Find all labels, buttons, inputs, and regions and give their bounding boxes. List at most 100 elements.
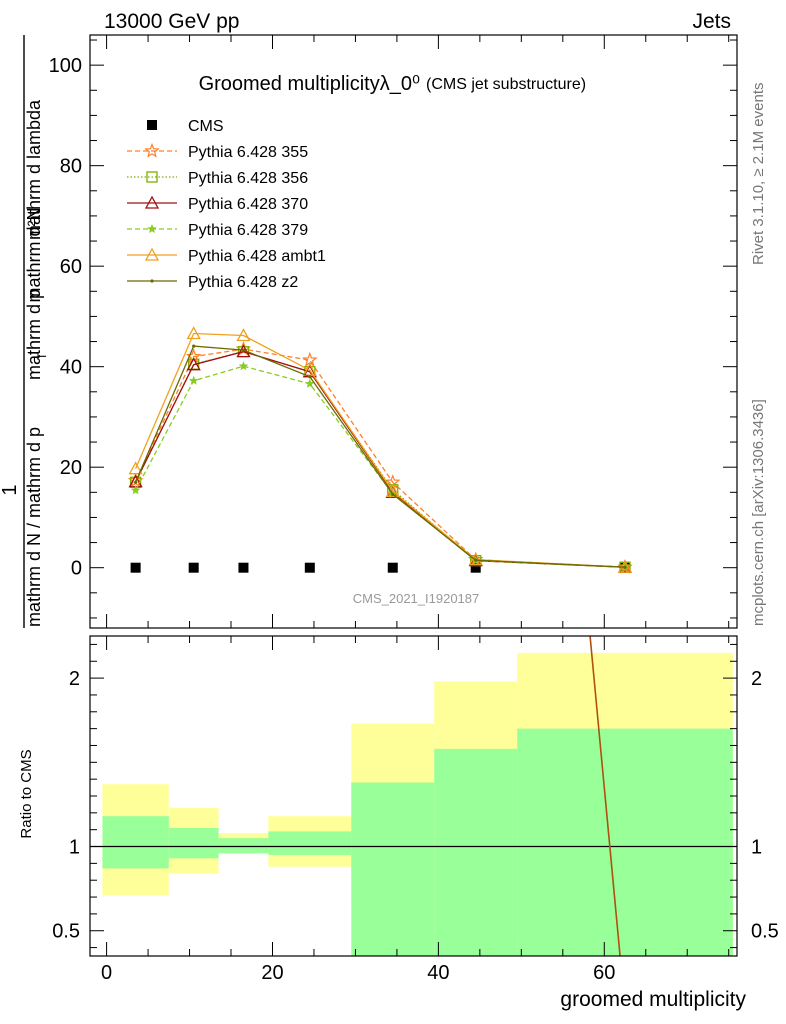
x-tick-label: 60 (593, 962, 615, 984)
legend-marker (144, 247, 160, 261)
x-tick-label: 20 (261, 962, 283, 984)
y-tick-label: 100 (49, 55, 82, 77)
stat-uncertainty-band (434, 748, 518, 956)
data-point (188, 562, 199, 573)
rivet-version-label: Rivet 3.1.10, ≥ 2.1M events (750, 83, 767, 266)
series-line (135, 345, 626, 568)
x-tick-label: 0 (101, 962, 112, 984)
data-point (238, 361, 249, 371)
series-line (135, 365, 626, 568)
data-point (468, 552, 483, 566)
legend-entry: Pythia 6.428 356 (127, 170, 308, 187)
legend-marker (147, 224, 157, 233)
stat-uncertainty-band (517, 728, 733, 956)
series-1 (127, 340, 633, 574)
y-tick-label: 80 (60, 156, 82, 178)
data-point (304, 562, 315, 573)
ratio-curve (589, 636, 621, 956)
data-point (308, 375, 312, 379)
y-axis-label-right-denominator: mathrm d p (24, 289, 44, 380)
ratio-y-tick-label: 2 (69, 668, 80, 690)
y-tick-label: 20 (60, 457, 82, 479)
analysis-watermark: CMS_2021_I1920187 (353, 591, 480, 606)
data-point (387, 562, 398, 573)
legend-entry: CMS (147, 118, 224, 135)
data-point (186, 326, 201, 340)
legend-marker (144, 195, 160, 209)
process-label: Jets (692, 10, 731, 33)
stat-uncertainty-band (218, 838, 269, 854)
legend-entry: Pythia 6.428 379 (127, 222, 308, 239)
y-axis-label-right-denominator-tail: mathrm d lambda (24, 99, 44, 240)
x-tick-label: 40 (427, 962, 449, 984)
series-3 (128, 344, 633, 573)
plot-subtitle: (CMS jet substructure) (426, 76, 586, 93)
ratio-axis-label: Ratio to CMS (18, 749, 35, 838)
y-axis-label-numerator: 1 (0, 484, 21, 495)
ratio-axes: 0.5 0.51 12 20 20 40 60 (52, 636, 779, 984)
series-line (135, 350, 626, 568)
y-tick-label: 0 (71, 558, 82, 580)
data-point (128, 461, 143, 475)
data-point (241, 348, 246, 352)
data-point (474, 558, 478, 562)
legend-label: Pythia 6.428 370 (188, 196, 308, 213)
legend-entry: Pythia 6.428 355 (127, 142, 308, 161)
series-2 (129, 345, 631, 573)
y-tick-label: 60 (60, 256, 82, 278)
series-4 (130, 361, 630, 572)
data-point (186, 357, 201, 371)
data-point (305, 378, 315, 388)
data-point (188, 375, 199, 385)
series-line (135, 348, 626, 568)
legend-entry: Pythia 6.428 z2 (127, 274, 298, 291)
legend-marker (147, 120, 157, 130)
y-tick-label: 40 (60, 357, 82, 379)
plot-title: Groomed multiplicityλ_0⁰ (199, 73, 420, 95)
legend-marker (144, 142, 160, 158)
legend-label: Pythia 6.428 ambt1 (188, 248, 326, 265)
legend-entry: Pythia 6.428 370 (127, 195, 308, 213)
series-6 (134, 344, 627, 569)
legend-label: Pythia 6.428 355 (188, 144, 308, 161)
legend: CMS Pythia 6.428 355 Pythia 6.428 356 Pythi… (127, 118, 326, 291)
stat-uncertainty-band (268, 831, 352, 855)
x-axis-label: groomed multiplicity (560, 988, 746, 1011)
legend-marker (146, 171, 158, 183)
legend-label: Pythia 6.428 356 (188, 170, 308, 187)
main-plot-frame (89, 34, 738, 629)
ratio-plot-panel: 0.5 0.51 12 20 20 40 60 (52, 635, 779, 984)
y-axis: 0 20 40 60 80 100 (49, 35, 737, 628)
data-point (623, 565, 627, 569)
ratio-y-tick-label-right: 1 (751, 837, 762, 859)
uncertainty-bands (102, 652, 733, 956)
energy-label: 13000 GeV pp (104, 10, 239, 33)
ratio-y-tick-label: 0.5 (52, 921, 80, 943)
series-line (135, 332, 626, 568)
y-axis-label: 1 mathrm d N / mathrm d p mathrm d²N mat… (0, 35, 49, 628)
data-point (130, 485, 141, 495)
data-point (391, 492, 395, 496)
legend-marker (150, 279, 154, 283)
legend-label: Pythia 6.428 z2 (188, 274, 298, 291)
data-point (236, 328, 251, 342)
series-5 (128, 326, 633, 573)
data-point (130, 562, 141, 573)
stat-uncertainty-band (351, 782, 435, 956)
y-axis-label-denominator: mathrm d N / mathrm d p (24, 427, 44, 627)
mcplots-label: mcplots.cern.ch [arXiv:1306.3436] (750, 399, 767, 626)
data-point (238, 562, 249, 573)
data-point (192, 344, 196, 348)
stat-uncertainty-band (168, 828, 219, 859)
stat-uncertainty-band (102, 816, 169, 869)
ratio-y-tick-label: 1 (69, 837, 80, 859)
legend-label: CMS (188, 118, 224, 135)
data-point (134, 480, 138, 484)
y-axis-label-subscript: T (35, 352, 49, 360)
legend-label: Pythia 6.428 379 (188, 222, 308, 239)
ratio-y-tick-label-right: 2 (751, 668, 762, 690)
main-plot-panel: 0 20 40 60 80 100 CMS Pythia 6.428 355 Pythia 6.… (49, 34, 738, 629)
series-line (135, 350, 626, 568)
legend-entry: Pythia 6.428 ambt1 (127, 247, 326, 265)
